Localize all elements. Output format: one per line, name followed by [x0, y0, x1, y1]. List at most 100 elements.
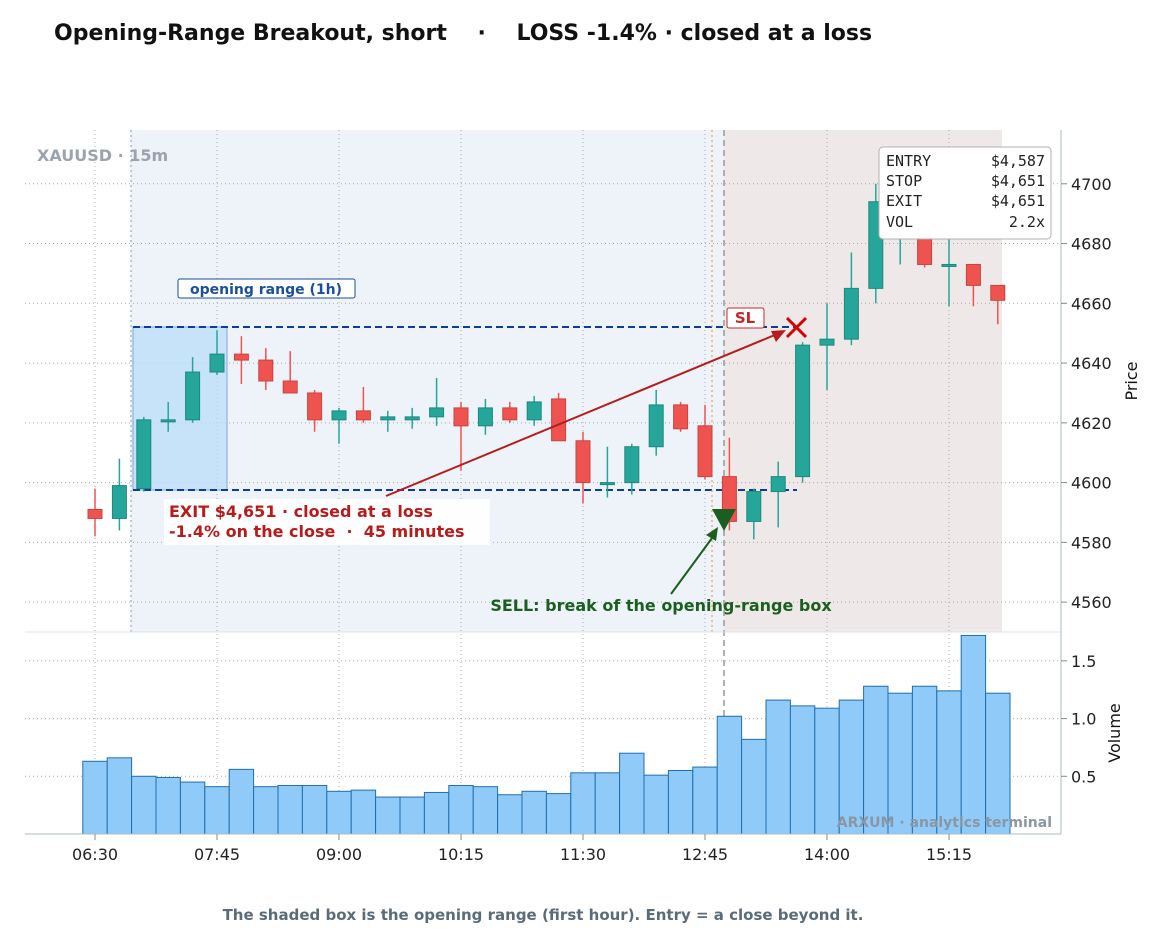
candle-up — [477, 398, 493, 435]
candle-body — [599, 482, 615, 486]
opening-range-label: opening range (1h) — [190, 282, 342, 298]
x-tick-label: 14:00 — [804, 845, 850, 864]
volume-bar — [789, 705, 816, 835]
volume-bar — [106, 757, 133, 835]
volume-bar — [228, 768, 255, 835]
candle-down — [233, 336, 249, 384]
x-tick-label: 06:30 — [72, 845, 118, 864]
volume-bar — [155, 776, 181, 835]
candle-body — [87, 508, 103, 519]
sell-arrow — [670, 533, 716, 595]
volume-bar — [814, 707, 840, 835]
stats-exit-label: EXIT — [886, 192, 922, 210]
volume-bar — [741, 738, 767, 835]
candle-down — [697, 404, 713, 480]
candle-up — [380, 410, 396, 432]
candle-body — [404, 416, 420, 421]
candle-body — [233, 353, 249, 361]
candle-body — [965, 263, 981, 286]
candle-body — [209, 353, 225, 373]
candle-down — [965, 263, 981, 307]
candle-up — [770, 461, 786, 528]
volume-bar — [985, 692, 1011, 835]
candle-down — [673, 401, 689, 432]
candle-up — [648, 389, 664, 456]
candle-body — [355, 410, 371, 421]
volume-bar — [375, 796, 401, 835]
candle-body — [429, 407, 445, 418]
candle-down — [990, 284, 1006, 325]
chart-title: Opening-Range Breakout, short · LOSS -1.… — [54, 21, 872, 46]
candle-body — [307, 392, 323, 421]
exit-marker — [785, 316, 808, 339]
candle-down — [258, 348, 274, 390]
volume-bar — [204, 786, 230, 835]
candle-body — [551, 398, 567, 442]
candle-down — [575, 431, 591, 504]
volume-bar — [716, 715, 743, 835]
volume-bar — [497, 794, 523, 835]
stats-entry-value: $4,587 — [991, 152, 1045, 170]
sl-label: SL — [735, 309, 756, 327]
candle-up — [526, 395, 542, 426]
price-tick-label: 4660 — [1071, 294, 1112, 313]
candle-body — [770, 476, 786, 493]
volume-bar — [448, 785, 474, 835]
candle-body — [477, 407, 493, 427]
candle-body — [185, 371, 201, 421]
stats-entry-label: ENTRY — [886, 152, 931, 170]
volume-bar — [326, 790, 352, 835]
candle-body — [575, 440, 591, 484]
volume-bar — [399, 796, 425, 835]
candle-up — [843, 252, 859, 346]
candle-down — [551, 392, 567, 442]
x-tick-label: 07:45 — [194, 845, 240, 864]
volume-bars — [82, 634, 1011, 835]
x-tick-label: 09:00 — [316, 845, 362, 864]
volume-axis-label: Volume — [1105, 703, 1124, 763]
candle-body — [673, 404, 689, 430]
volume-bar — [131, 775, 157, 835]
volume-bar — [594, 772, 621, 835]
price-y-ticks: 4560 4580 4600 4620 4640 4660 4680 4700 — [1061, 175, 1112, 612]
volume-bar — [911, 685, 938, 835]
volume-bar — [887, 692, 913, 835]
volume-bar — [692, 766, 718, 835]
exit-arrow-head — [771, 330, 786, 342]
candle-body — [453, 407, 469, 427]
volume-bar — [277, 785, 303, 835]
candle-up — [429, 378, 445, 426]
candle-up — [160, 401, 176, 432]
candle-down — [307, 389, 323, 432]
candle-body — [746, 491, 762, 522]
candle-body — [624, 446, 640, 484]
stats-exit-value: $4,651 — [991, 192, 1045, 210]
opening-range-label-box — [177, 278, 356, 299]
candle-up — [746, 488, 762, 540]
volume-bar — [960, 634, 987, 835]
exit-note-line2: -1.4% on the close · 45 minutes — [169, 522, 465, 541]
candle-down — [502, 401, 518, 423]
symbol-label: XAUUSD · 15m — [37, 146, 168, 165]
volume-bar — [545, 793, 572, 835]
x-tick-label: 15:15 — [926, 845, 972, 864]
candle-body — [111, 485, 127, 519]
price-axis-label: Price — [1122, 361, 1141, 400]
sell-marker — [712, 509, 736, 531]
sl-label-box — [726, 307, 765, 329]
candle-body — [258, 359, 274, 382]
stats-box: ENTRY $4,587 STOP $4,651 EXIT $4,651 VOL… — [878, 146, 1052, 240]
volume-y-ticks: 0.5 1.0 1.5 — [1061, 652, 1096, 786]
candle-up — [331, 407, 347, 444]
x-tick-label: 10:15 — [438, 845, 484, 864]
candle-body — [502, 407, 518, 421]
candle-body — [136, 419, 152, 490]
candle-down — [87, 488, 103, 537]
volume-bar — [570, 772, 596, 835]
candle-up — [404, 407, 420, 429]
volume-bar — [301, 785, 328, 835]
candle-body — [648, 404, 664, 448]
sell-note: SELL: break of the opening-range box — [490, 596, 832, 615]
volume-bar — [82, 760, 108, 835]
